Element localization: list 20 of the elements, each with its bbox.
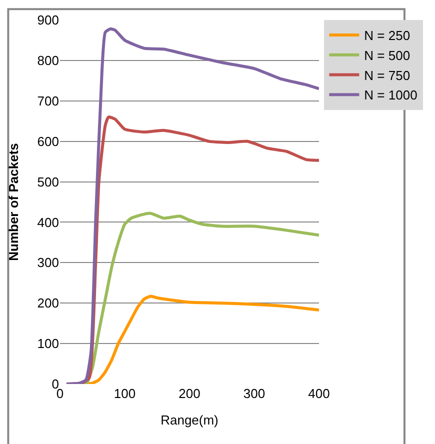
y-tick-label: 200 — [37, 296, 59, 311]
y-tick-label: 600 — [37, 134, 59, 149]
y-tick-label: 100 — [37, 336, 59, 352]
x-tick-label: 300 — [243, 386, 266, 401]
y-tick-label: 400 — [37, 214, 59, 230]
line-series — [64, 27, 319, 384]
x-tick-label: 400 — [308, 386, 330, 401]
legend-label: N = 750 — [364, 68, 410, 83]
x-tick-label: 100 — [114, 386, 136, 401]
y-tick-label: 800 — [37, 52, 59, 68]
legend-label: N = 500 — [364, 48, 410, 63]
legend-label: N = 250 — [364, 28, 410, 44]
y-axis-title: Number of Packets — [6, 143, 22, 261]
y-tick-label: 500 — [37, 174, 59, 190]
x-axis-title: Range(m) — [160, 412, 218, 428]
y-tick-label: 700 — [37, 93, 59, 108]
y-tick-label: 900 — [37, 12, 59, 28]
legend-label: N = 1000 — [364, 88, 418, 103]
x-tick-label: 200 — [178, 386, 200, 401]
y-tick-label: 300 — [37, 255, 59, 270]
